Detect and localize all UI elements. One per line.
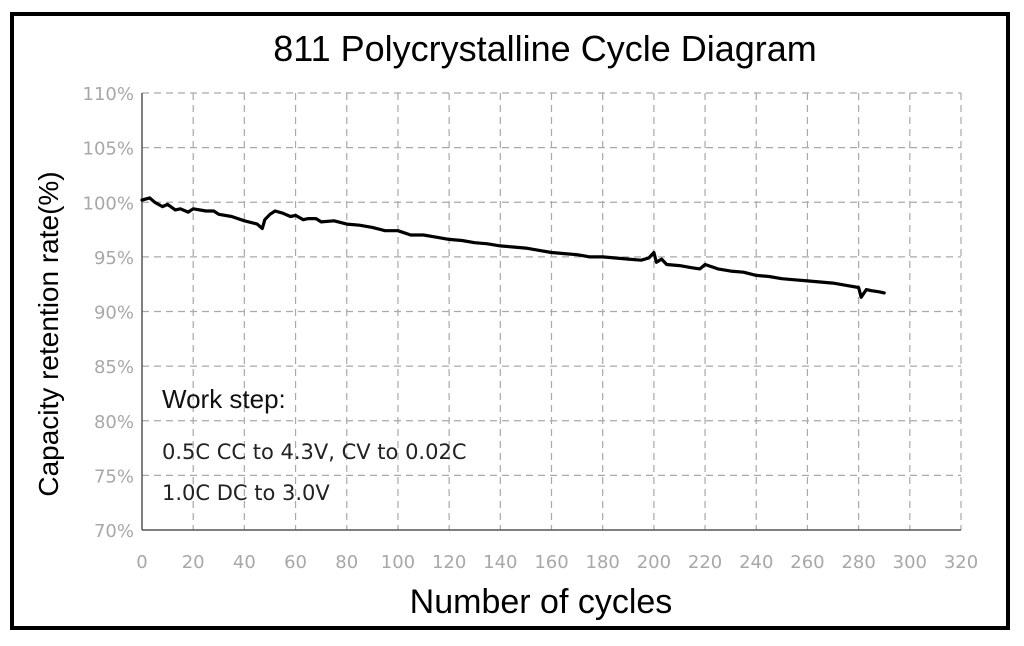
series-line-811-polycrystalline <box>140 196 886 299</box>
y-tick-label: 90% <box>94 303 134 324</box>
x-tick-label: 320 <box>944 552 978 573</box>
y-tick-label: 100% <box>83 193 134 214</box>
work-step-annotation: Work step: 0.5C CC to 4.3V, CV to 0.02C … <box>162 384 467 505</box>
x-tick-label: 80 <box>335 552 358 573</box>
x-tick-label: 140 <box>483 552 517 573</box>
axis-layer <box>141 93 961 531</box>
chart-svg: 811 Polycrystalline Cycle Diagram 70% 75%… <box>33 28 978 621</box>
x-tick-label: 0 <box>136 552 147 573</box>
y-tick-label: 70% <box>94 521 134 542</box>
x-tick-label: 40 <box>233 552 256 573</box>
series-layer <box>140 196 886 299</box>
x-tick-label: 20 <box>182 552 205 573</box>
x-tick-label: 240 <box>739 552 773 573</box>
y-tick-labels: 70% 75% 80% 85% 90% 95% 100% 105% 110% <box>83 84 134 542</box>
x-tick-label: 100 <box>381 552 415 573</box>
annotation-line-2: 1.0C DC to 3.0V <box>162 481 330 505</box>
x-axis-label: Number of cycles <box>410 583 673 621</box>
annotation-heading: Work step: <box>162 384 286 414</box>
y-tick-label: 105% <box>83 139 134 160</box>
y-tick-label: 85% <box>94 357 134 378</box>
x-tick-labels: 0 20 40 60 80 100 120 140 160 180 200 220 240 260 280 3… <box>136 552 978 573</box>
x-tick-label: 60 <box>284 552 307 573</box>
chart-title: 811 Polycrystalline Cycle Diagram <box>273 28 817 69</box>
y-tick-label: 80% <box>94 412 134 433</box>
x-tick-label: 160 <box>534 552 568 573</box>
y-axis-label: Capacity retention rate(%) <box>33 171 64 496</box>
grid-layer <box>142 92 962 530</box>
x-tick-label: 220 <box>688 552 722 573</box>
chart-frame: 811 Polycrystalline Cycle Diagram 70% 75%… <box>10 12 1010 630</box>
y-tick-label: 110% <box>83 84 134 105</box>
x-tick-label: 280 <box>841 552 875 573</box>
x-tick-label: 120 <box>432 552 466 573</box>
y-tick-label: 95% <box>94 248 134 269</box>
y-tick-label: 75% <box>94 466 134 487</box>
x-tick-label: 300 <box>893 552 927 573</box>
x-tick-label: 180 <box>586 552 620 573</box>
annotation-line-1: 0.5C CC to 4.3V, CV to 0.02C <box>162 440 467 464</box>
x-tick-label: 200 <box>637 552 671 573</box>
x-tick-label: 260 <box>790 552 824 573</box>
